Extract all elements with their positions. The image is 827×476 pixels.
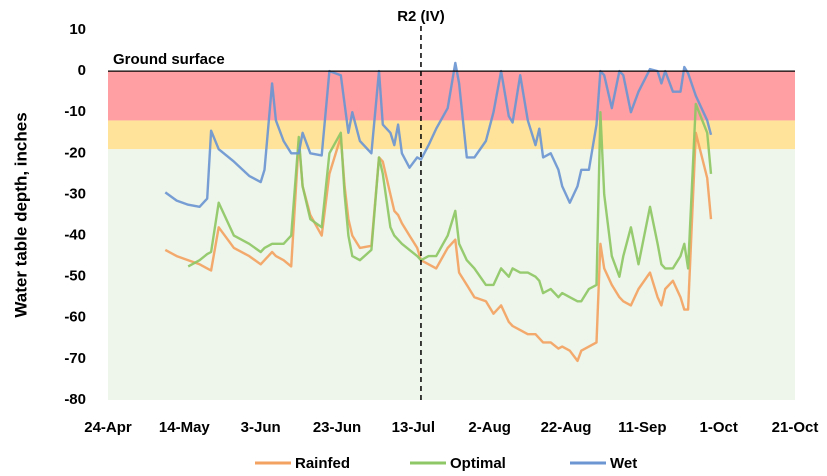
- series-line: [164, 61, 713, 208]
- y-axis-title: Water table depth, inches: [11, 112, 30, 317]
- y-tick-label: -40: [64, 227, 86, 244]
- x-tick-label: 11-Sep: [618, 419, 666, 436]
- lines: [164, 61, 713, 363]
- series-line: [187, 102, 713, 303]
- annotation: Ground surface: [113, 51, 225, 68]
- annotation: R2 (IV): [397, 8, 445, 25]
- x-tick-label: 2-Aug: [468, 419, 511, 436]
- x-tick-label: 22-Aug: [541, 419, 592, 436]
- series-line: [164, 131, 713, 363]
- x-tick-label: 21-Oct: [772, 419, 819, 436]
- x-tick-label: 1-Oct: [699, 419, 737, 436]
- y-tick-label: -10: [64, 103, 86, 120]
- y-tick-label: -60: [64, 309, 86, 326]
- y-tick-label: -80: [64, 391, 86, 408]
- y-tick-label: 10: [69, 21, 86, 38]
- x-tick-label: 14-May: [159, 419, 211, 436]
- x-tick-label: 3-Jun: [241, 419, 281, 436]
- y-tick-label: -70: [64, 350, 86, 367]
- band: [108, 149, 795, 400]
- x-tick-label: 23-Jun: [313, 419, 361, 436]
- bands: [108, 71, 795, 400]
- x-tick-label: 13-Jul: [392, 419, 435, 436]
- legend-label: Rainfed: [295, 455, 350, 472]
- legend-label: Optimal: [450, 455, 506, 472]
- x-tick-label: 24-Apr: [84, 419, 132, 436]
- y-tick-label: 0: [78, 62, 86, 79]
- y-tick-label: -30: [64, 185, 86, 202]
- y-tick-label: -20: [64, 144, 86, 161]
- y-tick-label: -50: [64, 268, 86, 285]
- band: [108, 120, 795, 150]
- legend-label: Wet: [610, 455, 637, 472]
